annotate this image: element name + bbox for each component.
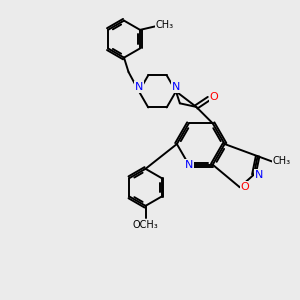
Text: N: N — [184, 160, 193, 170]
Text: N: N — [255, 170, 263, 180]
Text: N: N — [135, 82, 143, 92]
Text: N: N — [172, 82, 180, 92]
Text: O: O — [210, 92, 219, 102]
Text: N: N — [172, 82, 180, 92]
Text: CH₃: CH₃ — [155, 20, 174, 30]
Text: CH₃: CH₃ — [272, 156, 290, 166]
Text: N: N — [255, 170, 263, 180]
Text: N: N — [135, 82, 143, 92]
Text: O: O — [241, 182, 250, 192]
Text: O: O — [241, 182, 250, 192]
Text: OCH₃: OCH₃ — [133, 220, 158, 230]
Text: N: N — [184, 160, 193, 170]
